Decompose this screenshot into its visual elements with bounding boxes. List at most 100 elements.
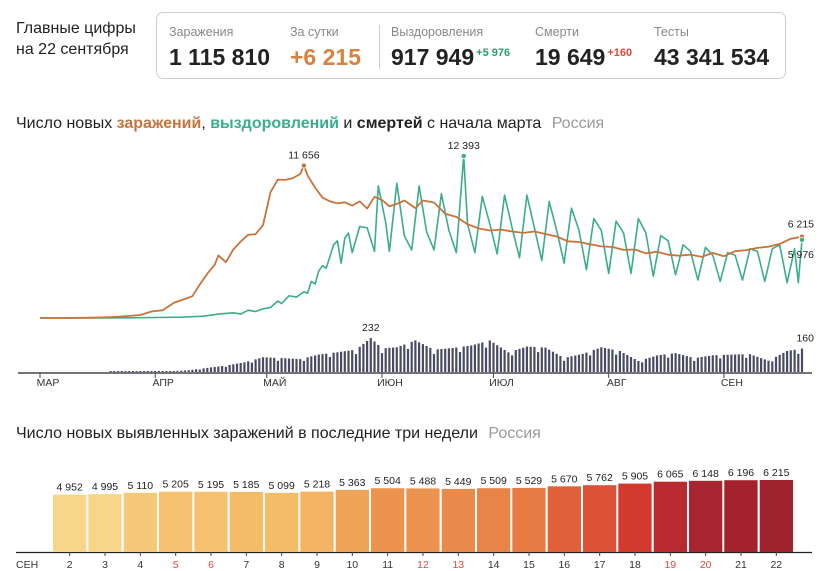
bar-category-label: 14 bbox=[488, 559, 500, 571]
deaths-bar bbox=[689, 357, 692, 372]
bar-value-label: 6 065 bbox=[657, 469, 683, 481]
bar-value-label: 5 529 bbox=[516, 475, 542, 487]
bar-value-label: 5 488 bbox=[410, 475, 436, 487]
deaths-bar bbox=[481, 342, 484, 372]
recoveries-annotation-label: 5 976 bbox=[788, 249, 814, 261]
deaths-bar bbox=[183, 370, 187, 372]
deaths-bar bbox=[280, 358, 283, 372]
deaths-bar bbox=[221, 366, 224, 372]
deaths-bar bbox=[191, 369, 194, 372]
bar-category-label: 11 bbox=[382, 559, 393, 571]
month-tick-label: МАР bbox=[37, 377, 60, 389]
deaths-bar bbox=[704, 356, 707, 372]
deaths-bar bbox=[131, 371, 134, 372]
deaths-bar bbox=[633, 359, 636, 372]
deaths-bar bbox=[284, 358, 287, 372]
deaths-bar bbox=[276, 360, 279, 372]
month-tick-label: ИЮН bbox=[377, 377, 403, 389]
bar-value-label: 6 148 bbox=[693, 468, 719, 480]
deaths-bar bbox=[302, 361, 305, 372]
deaths-bar bbox=[314, 355, 317, 372]
deaths-bar bbox=[477, 343, 480, 372]
deaths-bar bbox=[328, 357, 331, 372]
deaths-bar bbox=[306, 357, 309, 372]
deaths-bar bbox=[358, 346, 361, 372]
deaths-bar bbox=[458, 352, 462, 372]
deaths-bar bbox=[143, 371, 146, 372]
deaths-bar bbox=[763, 359, 766, 372]
deaths-bar bbox=[537, 352, 540, 372]
deaths-bar bbox=[440, 349, 443, 372]
deaths-bar bbox=[206, 367, 209, 372]
bar bbox=[229, 491, 263, 552]
bar-category-label: 16 bbox=[558, 559, 570, 571]
deaths-bar bbox=[154, 371, 157, 372]
bar-category-label: 6 bbox=[208, 559, 214, 571]
bar-value-label: 5 218 bbox=[304, 479, 330, 491]
deaths-bar bbox=[117, 371, 120, 372]
deaths-bar bbox=[414, 340, 417, 372]
bar-category-label: 10 bbox=[346, 559, 358, 571]
stat-deaths-value: 19 649 bbox=[535, 44, 606, 70]
deaths-bar bbox=[603, 348, 607, 372]
deaths-bar bbox=[756, 356, 759, 372]
deaths-bar bbox=[217, 366, 220, 372]
deaths-bar bbox=[551, 351, 555, 372]
stat-recoveries-value: 917 949 bbox=[391, 44, 475, 70]
deaths-bar bbox=[492, 342, 495, 372]
deaths-bar bbox=[648, 357, 651, 372]
deaths-bar bbox=[146, 371, 149, 372]
deaths-bar bbox=[484, 347, 488, 372]
bar-value-label: 5 509 bbox=[481, 475, 507, 487]
deaths-bar bbox=[113, 371, 116, 372]
deaths-bar bbox=[128, 371, 131, 372]
headline-line-2: на 22 сентября bbox=[16, 41, 129, 58]
bar-chart-title: Число новых выявленных заражений в после… bbox=[16, 425, 541, 443]
deaths-bar bbox=[340, 351, 343, 372]
deaths-bar bbox=[235, 363, 239, 372]
deaths-bar bbox=[473, 344, 476, 372]
deaths-bar bbox=[470, 345, 473, 372]
bar bbox=[53, 494, 87, 552]
deaths-bar bbox=[395, 347, 398, 372]
deaths-bar bbox=[213, 367, 216, 372]
bar-category-label: 12 bbox=[417, 559, 429, 571]
deaths-bar bbox=[529, 346, 532, 372]
deaths-bar bbox=[451, 348, 454, 372]
deaths-bar bbox=[406, 348, 410, 372]
deaths-bar bbox=[169, 371, 172, 372]
bar-value-label: 4 995 bbox=[92, 481, 118, 493]
deaths-bar bbox=[321, 354, 324, 372]
main-chart-title-suffix: с начала марта bbox=[422, 115, 542, 132]
deaths-bar bbox=[581, 353, 584, 372]
deaths-bar bbox=[574, 355, 577, 372]
bar-category-label: 8 bbox=[279, 559, 285, 571]
deaths-bar bbox=[429, 347, 432, 372]
deaths-bar bbox=[109, 371, 112, 372]
deaths-bar bbox=[377, 344, 380, 372]
deaths-bar bbox=[789, 350, 792, 372]
deaths-bar bbox=[291, 358, 294, 372]
deaths-bar bbox=[793, 349, 796, 372]
bar bbox=[335, 489, 369, 552]
bar-category-label: 19 bbox=[664, 559, 676, 571]
deaths-bar bbox=[120, 371, 123, 372]
deaths-bar bbox=[711, 355, 714, 372]
deaths-bar bbox=[585, 352, 588, 372]
deaths-bar bbox=[745, 357, 748, 372]
deaths-bar bbox=[332, 352, 335, 372]
bar bbox=[477, 488, 511, 552]
headline-line-1: Главные цифры bbox=[16, 20, 136, 37]
deaths-bar bbox=[455, 347, 458, 372]
bar-value-label: 5 185 bbox=[233, 479, 259, 491]
bar bbox=[265, 492, 299, 552]
deaths-bar bbox=[384, 348, 387, 372]
deaths-bar bbox=[786, 351, 789, 372]
bar bbox=[653, 481, 687, 552]
deaths-bar bbox=[462, 346, 465, 372]
main-chart-title-sep1: , bbox=[201, 115, 211, 132]
deaths-bar bbox=[774, 356, 778, 372]
deaths-bar bbox=[592, 349, 595, 372]
deaths-bar bbox=[161, 371, 164, 372]
deaths-bar bbox=[139, 371, 142, 372]
